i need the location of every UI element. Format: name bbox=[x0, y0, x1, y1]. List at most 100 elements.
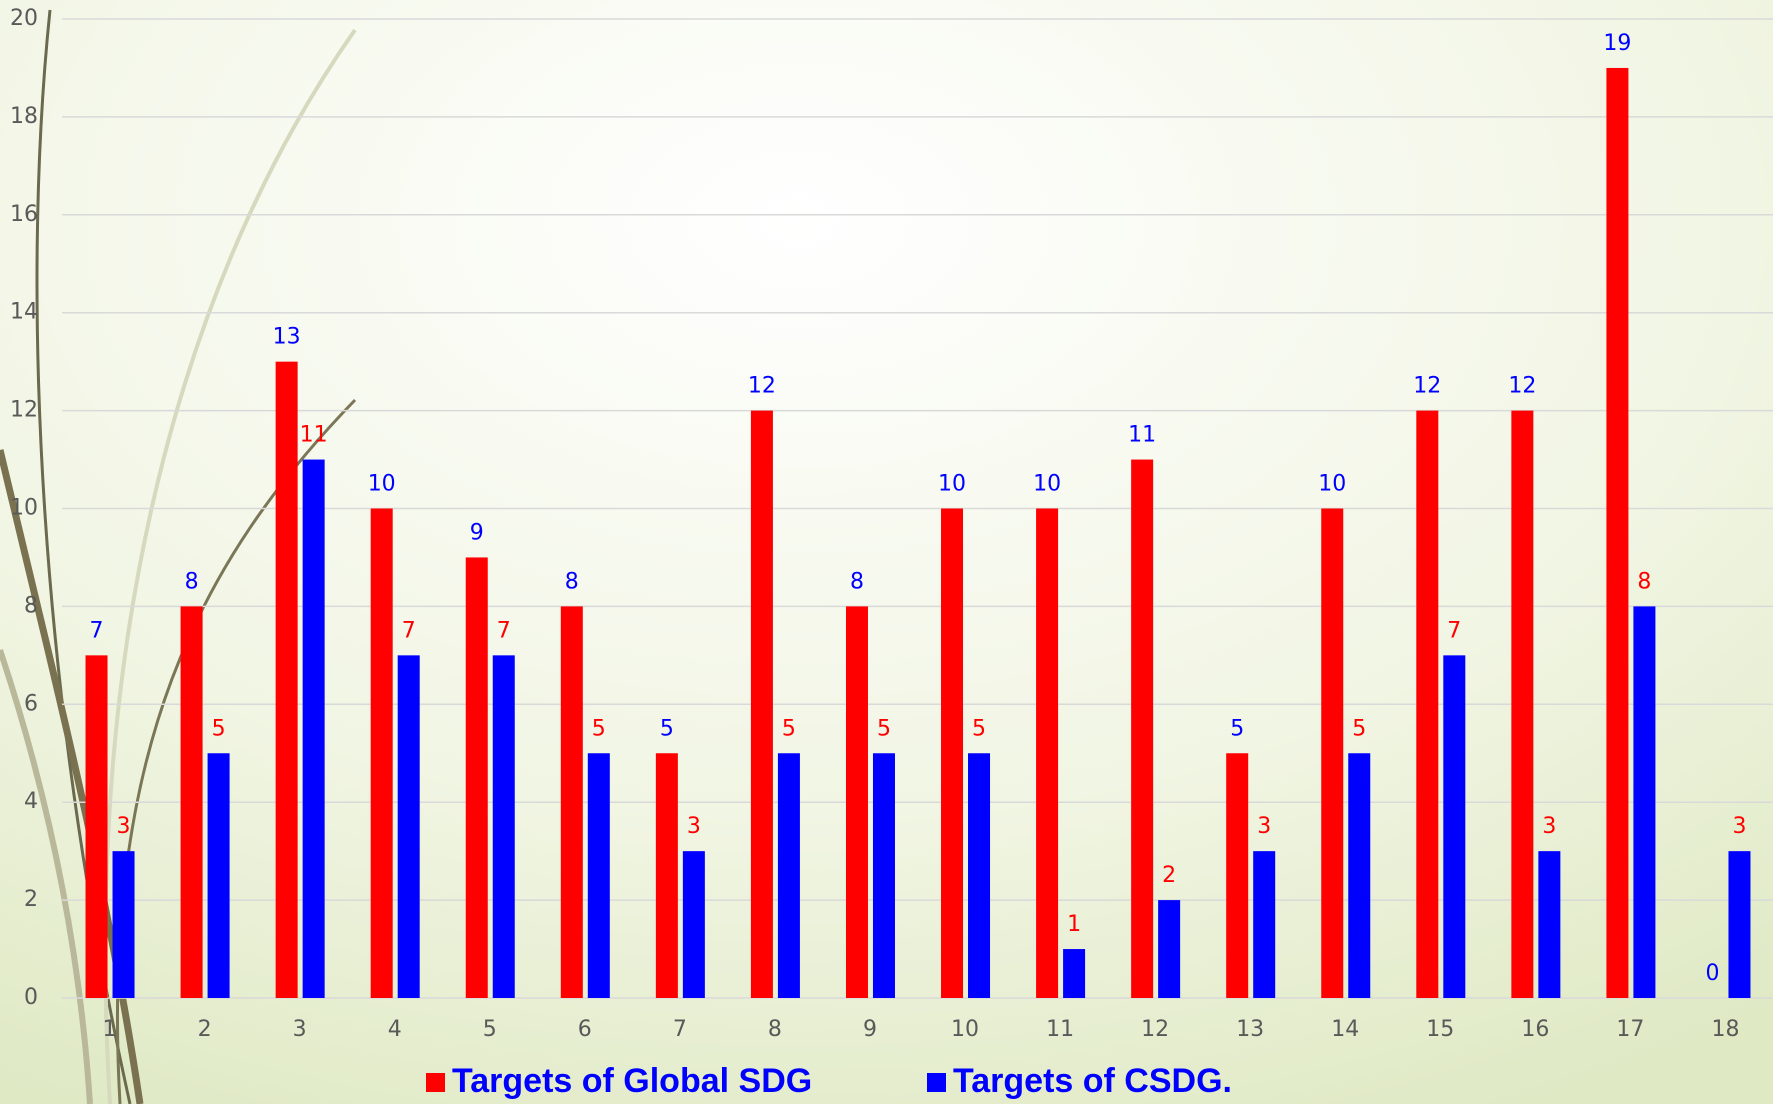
value-label: 3 bbox=[1542, 814, 1556, 839]
plot: 0246810121416182017328531311410759768575… bbox=[10, 6, 1773, 1100]
value-label: 11 bbox=[1128, 423, 1156, 448]
bar bbox=[682, 851, 705, 998]
value-label: 2 bbox=[1162, 863, 1176, 888]
bar bbox=[1063, 949, 1086, 998]
bar bbox=[587, 753, 610, 998]
bar bbox=[845, 606, 868, 998]
x-tick-label: 8 bbox=[768, 1017, 782, 1042]
x-tick-label: 9 bbox=[863, 1017, 877, 1042]
x-tick-label: 4 bbox=[388, 1017, 402, 1042]
value-label: 13 bbox=[273, 325, 301, 350]
value-label: 8 bbox=[565, 569, 579, 594]
bar bbox=[1348, 753, 1371, 998]
y-tick-label: 4 bbox=[24, 789, 38, 814]
deco-curve bbox=[0, 649, 93, 1104]
bar bbox=[1443, 655, 1466, 998]
value-label: 12 bbox=[1413, 374, 1441, 399]
x-tick-label: 18 bbox=[1711, 1017, 1739, 1042]
value-label: 7 bbox=[497, 618, 511, 643]
value-label: 3 bbox=[1257, 814, 1271, 839]
value-label: 7 bbox=[402, 618, 416, 643]
value-label: 1 bbox=[1067, 912, 1081, 937]
value-label: 5 bbox=[592, 716, 606, 741]
bar bbox=[1633, 606, 1656, 998]
x-tick-label: 6 bbox=[578, 1017, 592, 1042]
y-tick-label: 16 bbox=[10, 202, 38, 227]
bar bbox=[397, 655, 420, 998]
value-label: 9 bbox=[470, 520, 484, 545]
value-label: 5 bbox=[972, 716, 986, 741]
bar bbox=[207, 753, 230, 998]
value-label: 0 bbox=[1705, 961, 1719, 986]
x-tick-label: 11 bbox=[1046, 1017, 1074, 1042]
x-tick-label: 16 bbox=[1521, 1017, 1549, 1042]
bar bbox=[1538, 851, 1561, 998]
value-label: 5 bbox=[782, 716, 796, 741]
value-label: 5 bbox=[1352, 716, 1366, 741]
y-tick-label: 20 bbox=[10, 6, 38, 31]
legend-swatch bbox=[927, 1073, 946, 1092]
x-tick-label: 14 bbox=[1331, 1017, 1359, 1042]
bar bbox=[1728, 851, 1751, 998]
value-label: 10 bbox=[938, 472, 966, 497]
x-tick-label: 17 bbox=[1616, 1017, 1644, 1042]
bar bbox=[1036, 508, 1059, 998]
x-tick-label: 15 bbox=[1426, 1017, 1454, 1042]
value-label: 11 bbox=[300, 423, 328, 448]
bar bbox=[112, 851, 135, 998]
value-label: 7 bbox=[90, 618, 104, 643]
value-label: 10 bbox=[1318, 472, 1346, 497]
legend-label: Targets of CSDG. bbox=[953, 1062, 1232, 1100]
value-label: 8 bbox=[1637, 569, 1651, 594]
y-tick-label: 8 bbox=[24, 593, 38, 618]
value-label: 3 bbox=[1732, 814, 1746, 839]
y-tick-label: 2 bbox=[24, 887, 38, 912]
value-label: 10 bbox=[1033, 472, 1061, 497]
value-label: 8 bbox=[185, 569, 199, 594]
bar bbox=[85, 655, 108, 998]
bar bbox=[968, 753, 991, 998]
x-tick-label: 7 bbox=[673, 1017, 687, 1042]
bar bbox=[1131, 459, 1154, 998]
bar bbox=[1321, 508, 1344, 998]
bar bbox=[1511, 410, 1534, 999]
legend-swatch bbox=[426, 1073, 445, 1092]
x-tick-label: 13 bbox=[1236, 1017, 1264, 1042]
bar bbox=[941, 508, 964, 998]
x-tick-label: 3 bbox=[293, 1017, 307, 1042]
bar bbox=[370, 508, 393, 998]
value-label: 7 bbox=[1447, 618, 1461, 643]
bar bbox=[1226, 753, 1249, 998]
bar bbox=[560, 606, 583, 998]
x-tick-label: 12 bbox=[1141, 1017, 1169, 1042]
bar bbox=[1416, 410, 1439, 999]
bar bbox=[465, 557, 488, 998]
y-tick-label: 14 bbox=[10, 300, 38, 325]
bar bbox=[1158, 900, 1181, 998]
value-label: 12 bbox=[748, 374, 776, 399]
bar bbox=[275, 361, 298, 998]
y-tick-label: 18 bbox=[10, 104, 38, 129]
value-label: 10 bbox=[368, 472, 396, 497]
deco-curve bbox=[0, 449, 144, 1104]
value-label: 5 bbox=[877, 716, 891, 741]
bar bbox=[655, 753, 678, 998]
value-label: 8 bbox=[850, 569, 864, 594]
bar bbox=[1253, 851, 1276, 998]
y-tick-label: 12 bbox=[10, 398, 38, 423]
value-label: 3 bbox=[687, 814, 701, 839]
x-tick-label: 5 bbox=[483, 1017, 497, 1042]
value-label: 5 bbox=[660, 716, 674, 741]
bar bbox=[180, 606, 203, 998]
y-tick-label: 6 bbox=[24, 691, 38, 716]
legend-label: Targets of Global SDG bbox=[452, 1062, 812, 1100]
value-label: 19 bbox=[1603, 31, 1631, 56]
value-label: 3 bbox=[117, 814, 131, 839]
bar bbox=[1606, 67, 1629, 998]
bar bbox=[777, 753, 800, 998]
x-tick-label: 2 bbox=[198, 1017, 212, 1042]
value-label: 12 bbox=[1508, 374, 1536, 399]
bar bbox=[872, 753, 895, 998]
